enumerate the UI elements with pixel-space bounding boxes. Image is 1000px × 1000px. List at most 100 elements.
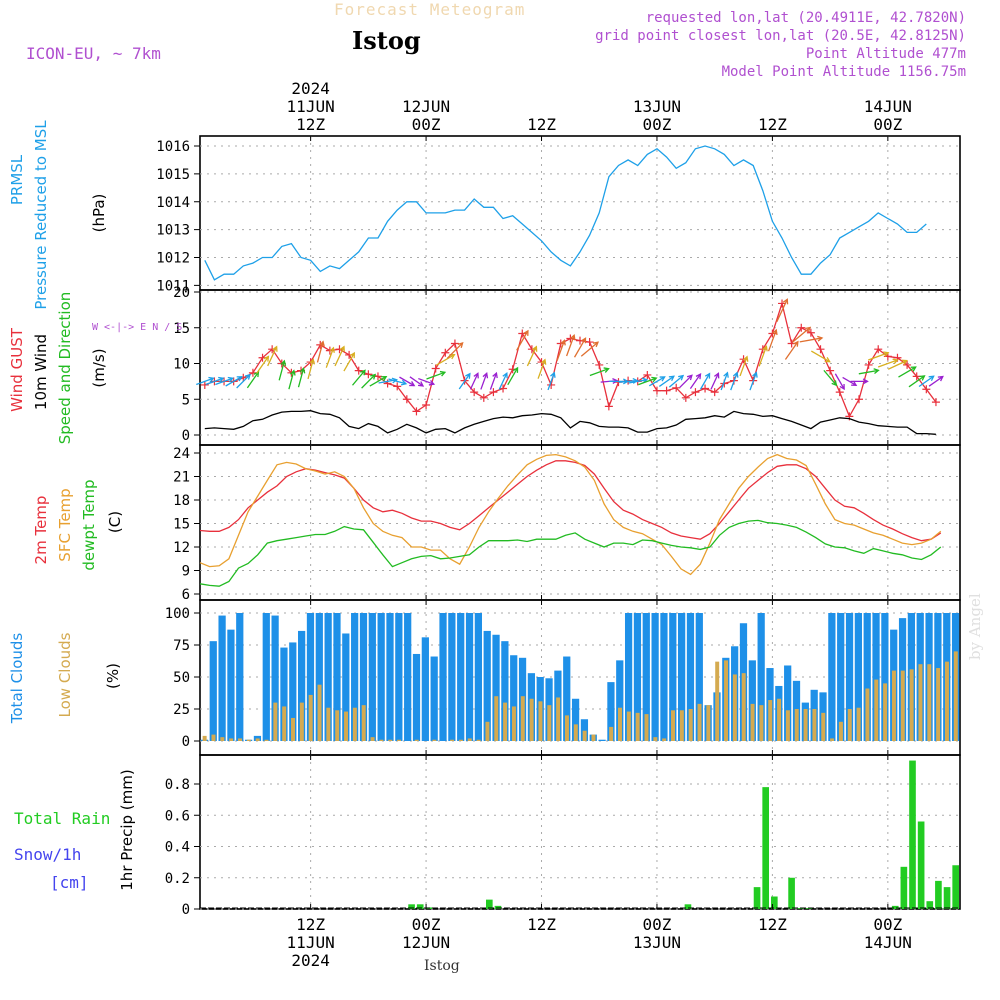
wind-arrow bbox=[908, 375, 925, 388]
wind-arrow bbox=[489, 372, 498, 390]
wind-arrow bbox=[325, 347, 335, 368]
wind-arrow-head bbox=[873, 368, 880, 374]
total-cloud-bar bbox=[872, 613, 880, 741]
wind-arrow-head bbox=[883, 351, 890, 357]
bottom-time-label: 13JUN bbox=[633, 933, 681, 952]
dewpoint-label: dewpt Temp bbox=[80, 479, 98, 570]
wind-arrow bbox=[215, 377, 233, 386]
low-cloud-bar bbox=[229, 738, 234, 741]
wind-arrow bbox=[565, 335, 575, 357]
wind-arrow bbox=[730, 372, 738, 391]
wind-arrow bbox=[205, 377, 224, 386]
bottom-time-label: 12JUN bbox=[402, 933, 450, 952]
total-cloud-bar bbox=[669, 613, 677, 741]
low-cloud-bar bbox=[918, 664, 923, 741]
low-cloud-bar bbox=[291, 717, 295, 741]
y-tick-label: 0.8 bbox=[165, 777, 190, 793]
bottom-time-label: 12Z bbox=[758, 915, 787, 934]
y-tick-label: 15 bbox=[173, 321, 190, 337]
gust-marker bbox=[874, 345, 883, 354]
wind-arrow-head bbox=[772, 328, 778, 336]
wind-arrow-head bbox=[502, 372, 508, 379]
total-cloud-bar bbox=[236, 613, 244, 741]
wind-arrow-head bbox=[928, 375, 935, 382]
low-cloud-bar bbox=[759, 705, 764, 741]
wind-arrow-head bbox=[218, 376, 225, 383]
top-time-label: 14JUN bbox=[864, 97, 912, 116]
gust-marker bbox=[864, 360, 873, 369]
wind-arrow-head bbox=[742, 355, 749, 362]
total-cloud-bar bbox=[501, 641, 509, 741]
wind-arrow-head bbox=[713, 372, 720, 379]
top-time-label: 00Z bbox=[643, 115, 672, 134]
wind-arrow bbox=[658, 375, 675, 387]
gust-marker bbox=[431, 364, 440, 373]
rain-bar bbox=[796, 908, 804, 909]
wind-arrow bbox=[648, 376, 665, 387]
low-cloud-bar bbox=[626, 711, 631, 741]
wind-arrow-head bbox=[409, 381, 416, 387]
wind-arrow bbox=[767, 329, 777, 352]
low-cloud-bar bbox=[812, 709, 817, 741]
wind-arrow bbox=[679, 374, 693, 388]
total-cloud-bar bbox=[571, 698, 580, 741]
top-time-label: 2024 bbox=[291, 79, 330, 98]
total-cloud-bar bbox=[757, 613, 765, 741]
rain-bar bbox=[900, 866, 908, 909]
wind-arrow-head bbox=[550, 371, 556, 378]
low-cloud-bar bbox=[715, 661, 720, 741]
gust-marker bbox=[489, 388, 498, 397]
low-cloud-bar bbox=[352, 707, 357, 741]
wind-arrow bbox=[256, 356, 269, 374]
wind-arrow-head bbox=[309, 358, 316, 365]
gust-marker bbox=[470, 388, 479, 397]
low-cloud-bar bbox=[777, 698, 782, 741]
gust-marker bbox=[595, 360, 604, 369]
wind-arrow-head bbox=[612, 378, 619, 384]
top-time-label: 12JUN bbox=[402, 97, 450, 116]
wind-arrow-head bbox=[892, 358, 899, 365]
wind-arrow-head bbox=[244, 373, 251, 380]
low-cloud-bar bbox=[273, 702, 278, 741]
low-cloud-bar bbox=[432, 739, 437, 741]
wind-arrow-head bbox=[473, 372, 479, 379]
total-cloud-bar bbox=[395, 613, 403, 741]
rain-bar bbox=[943, 887, 951, 909]
rain-bar bbox=[926, 901, 934, 909]
low-cloud-bar bbox=[282, 706, 287, 741]
low-cloud-bar bbox=[485, 721, 490, 741]
precip-unit: 1hr Precip (mm) bbox=[118, 769, 136, 890]
total-cloud-bar bbox=[298, 630, 306, 741]
wind-arrow-head bbox=[523, 329, 529, 336]
wind-arrow-head bbox=[862, 378, 869, 385]
wind-arrow bbox=[196, 377, 214, 386]
rain-bar bbox=[753, 887, 761, 909]
wind-arrow bbox=[361, 374, 376, 389]
wind-label: 10m Wind bbox=[32, 334, 50, 410]
total-cloud-bar bbox=[404, 613, 412, 741]
low-cloud-bar bbox=[397, 739, 402, 741]
top-time-label: 00Z bbox=[412, 115, 441, 134]
wind-arrow-head bbox=[603, 367, 610, 373]
y-tick-label: 1012 bbox=[156, 251, 190, 267]
wind-arrow bbox=[334, 346, 345, 367]
wind-arrow bbox=[877, 359, 898, 368]
y-tick-label: 1015 bbox=[156, 167, 190, 183]
y-tick-label: 0.6 bbox=[165, 808, 190, 824]
gridpoint-coords: grid point closest lon,lat (20.5E, 42.81… bbox=[595, 28, 966, 44]
low-cloud-bar bbox=[326, 707, 331, 741]
bottom-time-label: 11JUN bbox=[287, 933, 335, 952]
temp-sfc-label: SFC Temp bbox=[56, 488, 74, 561]
top-time-label: 00Z bbox=[873, 115, 902, 134]
low-cloud-bar bbox=[414, 739, 419, 741]
total-cloud-bar bbox=[421, 637, 429, 741]
low-cloud-bar bbox=[467, 738, 472, 741]
wind-arrow-head bbox=[280, 359, 287, 367]
top-time-label: 12Z bbox=[296, 115, 325, 134]
panel-frame-5 bbox=[199, 754, 961, 910]
low-cloud-bar bbox=[246, 739, 251, 741]
total-cloud-bar bbox=[837, 613, 845, 741]
snow-label: Snow/1h bbox=[14, 845, 81, 864]
wind-arrow bbox=[868, 352, 889, 361]
